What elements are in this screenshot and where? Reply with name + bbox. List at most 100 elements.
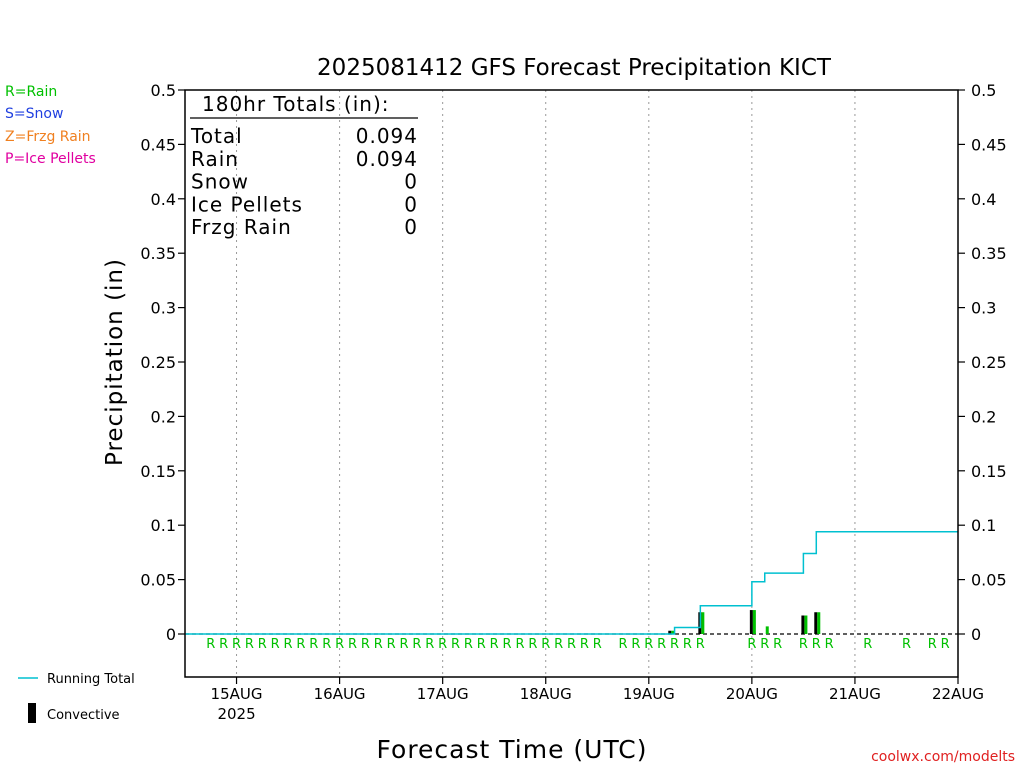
ptype-marker: R xyxy=(812,637,821,652)
ptype-marker: R xyxy=(503,637,512,652)
y-tick-label-left: 0.3 xyxy=(151,299,176,318)
y-tick-label-left: 0.2 xyxy=(151,407,176,426)
ptype-marker: R xyxy=(361,637,370,652)
y-tick-label-right: 0.2 xyxy=(971,407,996,426)
legend-ice-pellets: P=Ice Pellets xyxy=(5,151,96,167)
x-tick-label: 21AUG xyxy=(829,685,881,703)
y-tick-label-right: 0.45 xyxy=(971,135,1007,154)
convective-bar xyxy=(749,610,753,634)
y-tick-label-left: 0.05 xyxy=(140,571,176,590)
ptype-marker: R xyxy=(296,637,305,652)
y-tick-label-left: 0.35 xyxy=(140,244,176,263)
legend-snow: S=Snow xyxy=(5,106,63,122)
totals-row-label: Total xyxy=(190,124,243,148)
ptype-marker: R xyxy=(773,637,782,652)
ptype-marker: R xyxy=(322,637,331,652)
y-tick-label-right: 0.1 xyxy=(971,516,996,535)
y-tick-label-left: 0.4 xyxy=(151,190,176,209)
x-tick-label: 19AUG xyxy=(623,685,675,703)
ptype-marker: R xyxy=(863,637,872,652)
y-tick-label-left: 0.15 xyxy=(140,462,176,481)
ptype-marker: R xyxy=(593,637,602,652)
convective-bar xyxy=(814,612,818,634)
ptype-marker: R xyxy=(219,637,228,652)
y-tick-label-left: 0.25 xyxy=(140,353,176,372)
y-tick-label-left: 0.5 xyxy=(151,81,176,100)
x-tick-sublabel: 2025 xyxy=(217,705,255,723)
legend-frzg-rain: Z=Frzg Rain xyxy=(5,129,91,145)
y-ticks: 0 00.05 0.050.1 0.10.15 0.150.2 0.20.25 0.250.… xyxy=(140,81,1006,644)
convective-bar xyxy=(801,615,805,634)
totals-row-value: 0 xyxy=(404,215,418,239)
ptype-marker: R xyxy=(412,637,421,652)
ptype-marker: R xyxy=(490,637,499,652)
y-tick-label-right: 0.35 xyxy=(971,244,1007,263)
rain-bar xyxy=(671,630,675,634)
ptype-marker: R xyxy=(348,637,357,652)
x-axis-label: Forecast Time (UTC) xyxy=(377,735,648,764)
ptype-marker: R xyxy=(451,637,460,652)
ptype-marker: R xyxy=(464,637,473,652)
ptype-marker: R xyxy=(683,637,692,652)
x-tick-label: 20AUG xyxy=(726,685,778,703)
x-tick-label: 22AUG xyxy=(932,685,984,703)
ptype-marker: R xyxy=(258,637,267,652)
ptype-marker: R xyxy=(541,637,550,652)
chart-marks xyxy=(185,530,958,635)
ptype-marker: R xyxy=(567,637,576,652)
ptype-marker: R xyxy=(425,637,434,652)
legend-rain: R=Rain xyxy=(5,84,57,100)
y-tick-label-left: 0 xyxy=(166,625,176,644)
y-tick-label-right: 0.5 xyxy=(971,81,996,100)
totals-rows: Total 0.094 Rain 0.094 Snow 0 Ice Pellets 0 Frzg… xyxy=(190,124,418,239)
credit-link[interactable]: coolwx.com/modelts xyxy=(871,749,1015,765)
ptype-marker: R xyxy=(760,637,769,652)
running-total-label: Running Total xyxy=(47,672,135,687)
ptype-marker: R xyxy=(271,637,280,652)
x-tick-label: 15AUG xyxy=(211,685,263,703)
ptype-marker: R xyxy=(284,637,293,652)
y-tick-label-left: 0.45 xyxy=(140,135,176,154)
chart-title: 2025081412 GFS Forecast Precipitation KI… xyxy=(317,55,832,81)
convective-bar xyxy=(668,630,672,634)
totals-box: 180hr Totals (in): Total 0.094 Rain 0.094 Sn… xyxy=(190,92,418,239)
rain-bar xyxy=(817,612,821,634)
ptype-marker: R xyxy=(580,637,589,652)
totals-row-value: 0.094 xyxy=(356,124,418,148)
totals-row-value: 0 xyxy=(404,192,418,216)
ptype-marker: R xyxy=(631,637,640,652)
bottom-legend: Running Total Convective xyxy=(18,672,135,723)
ptype-legend: R=Rain S=Snow Z=Frzg Rain P=Ice Pellets xyxy=(5,84,96,167)
ptype-marker: R xyxy=(399,637,408,652)
ptype-marker: R xyxy=(799,637,808,652)
ptype-marker: R xyxy=(387,637,396,652)
ptype-marker: R xyxy=(206,637,215,652)
ptype-marker: R xyxy=(619,637,628,652)
ptype-marker: R xyxy=(696,637,705,652)
grid-lines xyxy=(236,90,856,677)
totals-row-label: Ice Pellets xyxy=(191,192,303,216)
y-tick-label-right: 0.05 xyxy=(971,571,1007,590)
x-tick-label: 18AUG xyxy=(520,685,572,703)
plot-frame xyxy=(184,89,959,678)
running-total-line xyxy=(185,530,958,635)
totals-row-label: Rain xyxy=(191,147,239,171)
rain-bar xyxy=(752,610,756,634)
ptype-marker: R xyxy=(515,637,524,652)
ptype-marker: R xyxy=(747,637,756,652)
y-tick-label-right: 0.25 xyxy=(971,353,1007,372)
y-tick-label-right: 0.3 xyxy=(971,299,996,318)
ptype-marker: R xyxy=(657,637,666,652)
convective-swatch xyxy=(28,703,36,723)
ptype-marker: R xyxy=(825,637,834,652)
ptype-marker: R xyxy=(554,637,563,652)
rain-bar xyxy=(804,615,808,634)
x-tick-label: 16AUG xyxy=(314,685,366,703)
totals-row-value: 0.094 xyxy=(356,147,418,171)
totals-row-label: Snow xyxy=(191,170,249,194)
y-tick-label-right: 0.15 xyxy=(971,462,1007,481)
ptype-marker: R xyxy=(528,637,537,652)
ptype-marker: R xyxy=(335,637,344,652)
ptype-marker: R xyxy=(902,637,911,652)
